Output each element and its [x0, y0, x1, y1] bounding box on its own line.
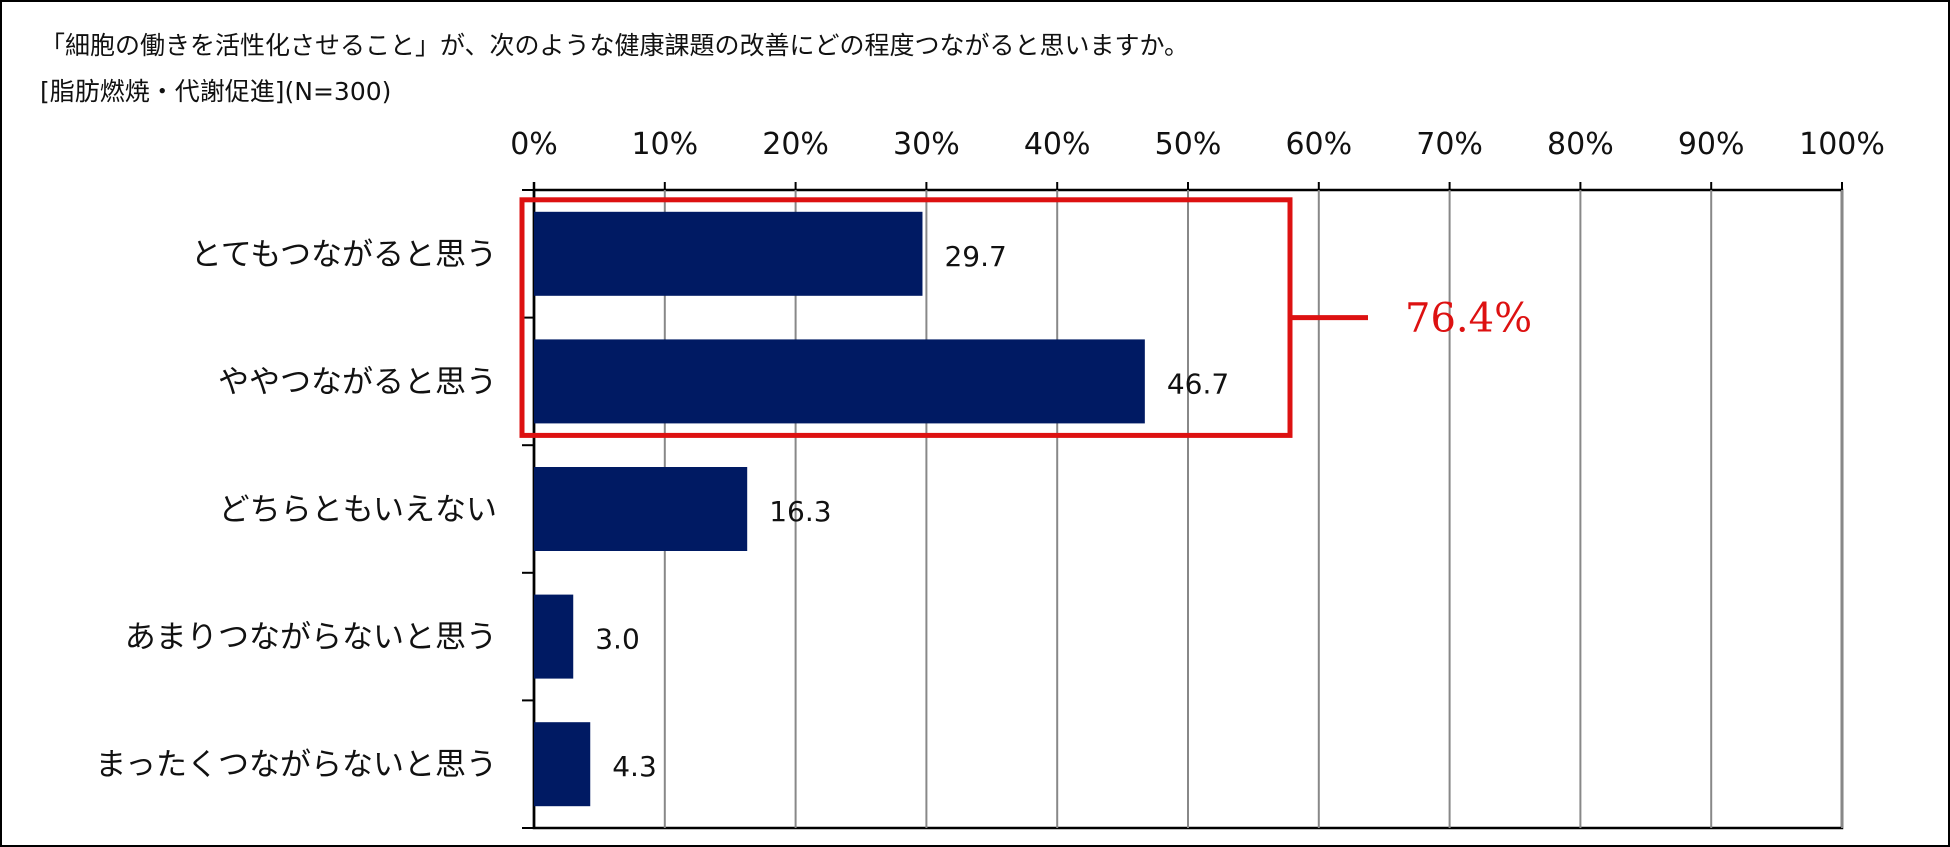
highlight-total-label: 76.4% [1405, 296, 1532, 342]
bar [534, 211, 923, 296]
value-label: 16.3 [769, 495, 831, 528]
bar [534, 467, 748, 551]
x-tick-label: 30% [893, 127, 960, 162]
category-label: とてもつながると思う [191, 237, 497, 273]
x-tick-label: 90% [1678, 127, 1745, 162]
category-label: どちらともいえない [219, 492, 497, 528]
x-tick-label: 80% [1547, 127, 1614, 162]
x-tick-label: 70% [1416, 127, 1483, 162]
x-tick-label: 0% [510, 127, 558, 162]
value-label: 3.0 [595, 623, 640, 656]
category-label: まったくつながらないと思う [95, 747, 497, 783]
value-label: 4.3 [612, 750, 657, 783]
bar [534, 339, 1145, 424]
x-tick-label: 50% [1155, 127, 1222, 162]
category-label: あまりつながらないと思う [125, 620, 497, 656]
x-tick-label: 60% [1285, 127, 1352, 162]
chart-title: 「細胞の働きを活性化させること」が、次のような健康課題の改善にどの程度つながると… [40, 31, 1190, 60]
bar [534, 722, 591, 807]
x-tick-label: 20% [762, 127, 829, 162]
chart-subtitle: [脂肪燃焼・代謝促進](N=300) [40, 77, 392, 106]
category-label: ややつながると思う [218, 364, 497, 400]
value-label: 29.7 [944, 240, 1006, 273]
bar [534, 594, 574, 679]
x-tick-label: 40% [1024, 127, 1091, 162]
x-tick-label: 10% [631, 127, 698, 162]
x-tick-label: 100% [1799, 127, 1885, 162]
value-label: 46.7 [1167, 367, 1229, 400]
